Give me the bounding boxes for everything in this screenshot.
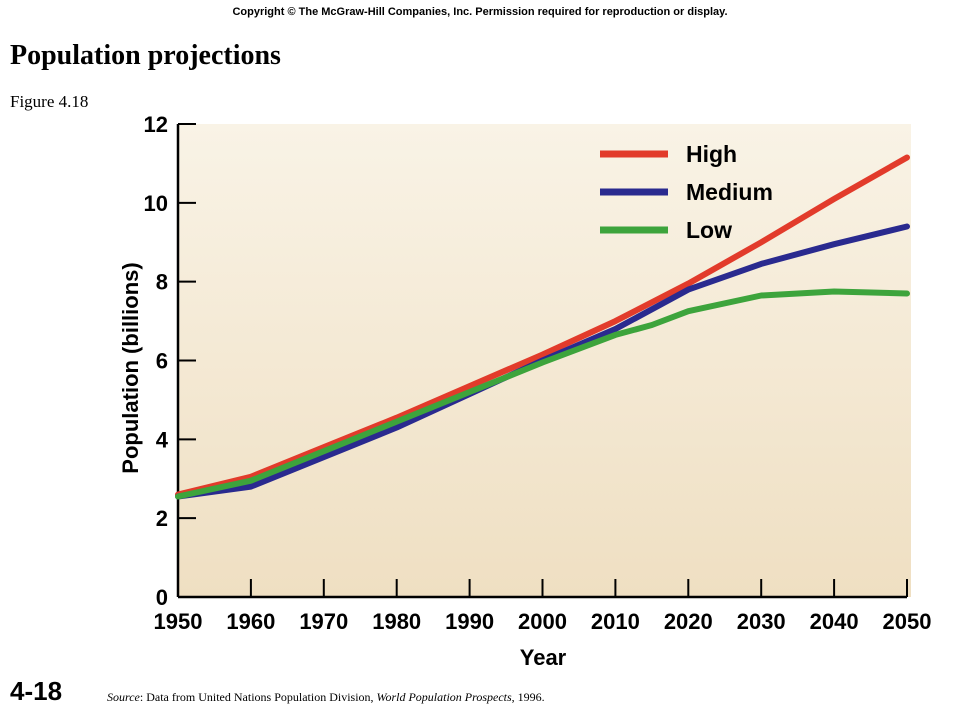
- legend-label-low: Low: [686, 217, 732, 243]
- source-citation: Source: Data from United Nations Populat…: [107, 690, 545, 705]
- x-tick-label: 1970: [299, 609, 348, 634]
- source-text-2: , 1996.: [511, 690, 545, 704]
- x-tick-label: 2040: [810, 609, 859, 634]
- x-tick-label: 2020: [664, 609, 713, 634]
- source-label: Source: [107, 690, 140, 704]
- y-tick-label: 4: [156, 427, 169, 452]
- figure-label: Figure 4.18: [10, 92, 89, 111]
- slide-number: 4-18: [10, 676, 63, 706]
- x-tick-label: 1950: [154, 609, 203, 634]
- series-line-low: [175, 288, 910, 500]
- series-line-high: [175, 154, 910, 498]
- x-tick-label: 2030: [737, 609, 786, 634]
- copyright-notice: Copyright © The McGraw-Hill Companies, I…: [232, 6, 728, 18]
- x-tick-label: 2010: [591, 609, 640, 634]
- x-tick-label: 1980: [372, 609, 421, 634]
- y-tick-label: 8: [156, 270, 168, 295]
- legend-label-high: High: [686, 141, 737, 167]
- y-tick-label: 12: [144, 112, 168, 137]
- x-tick-label: 1990: [445, 609, 494, 634]
- x-axis-label: Year: [520, 645, 567, 670]
- y-axis-label: Population (billions): [118, 262, 143, 473]
- source-text-1: : Data from United Nations Population Di…: [139, 690, 377, 704]
- y-tick-label: 2: [156, 506, 168, 531]
- y-tick-label: 6: [156, 349, 168, 374]
- x-tick-label: 2050: [883, 609, 932, 634]
- x-tick-label: 1960: [226, 609, 275, 634]
- source-publication: World Population Prospects: [376, 690, 512, 704]
- legend-label-medium: Medium: [686, 179, 773, 205]
- y-tick-label: 10: [144, 191, 168, 216]
- x-tick-label: 2000: [518, 609, 567, 634]
- y-tick-label: 0: [156, 585, 168, 610]
- page-title: Population projections: [10, 40, 281, 71]
